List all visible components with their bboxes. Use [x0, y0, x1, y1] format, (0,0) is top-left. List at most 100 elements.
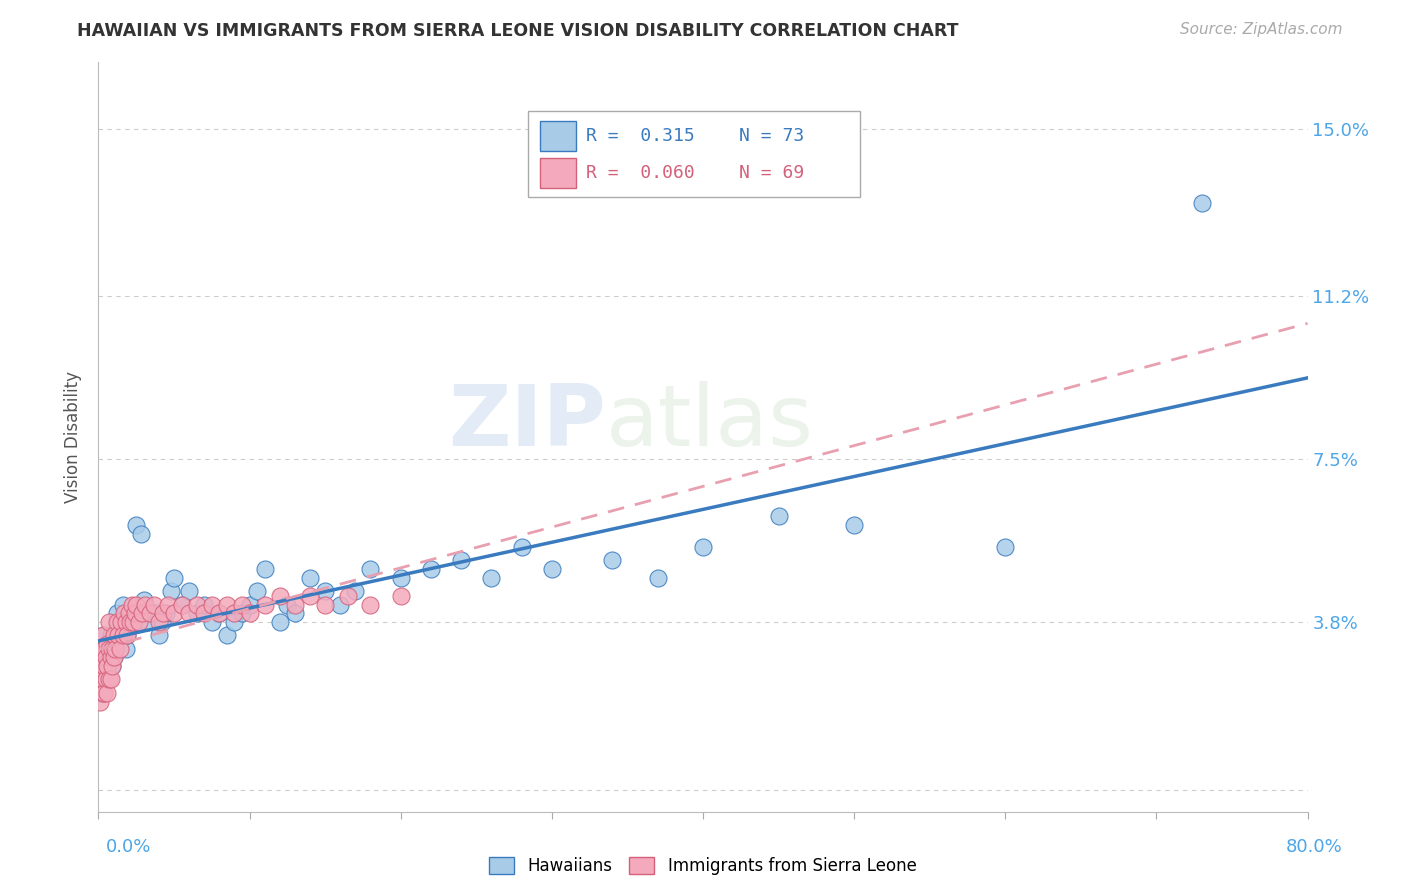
Bar [540, 121, 576, 151]
Point [100, 673, 122, 687]
Point [148, 628, 170, 642]
Point [481, 571, 503, 585]
Point [100, 650, 122, 665]
Point [111, 628, 134, 642]
Point [101, 641, 124, 656]
Point [143, 598, 166, 612]
Point [110, 615, 132, 630]
Point [148, 615, 170, 630]
Point [108, 641, 131, 656]
Point [128, 615, 150, 630]
Point [360, 598, 382, 612]
Point [107, 615, 129, 630]
Point [101, 659, 124, 673]
Point [129, 527, 152, 541]
Point [420, 562, 443, 576]
Point [510, 541, 533, 555]
Point [90, 650, 112, 665]
Point [94, 673, 117, 687]
Point [224, 615, 246, 630]
Point [111, 598, 134, 612]
Point [284, 607, 307, 621]
Text: ZIP: ZIP [449, 381, 606, 464]
Point [253, 598, 276, 612]
Point [201, 598, 224, 612]
Text: R =  0.060: R = 0.060 [586, 164, 695, 182]
Point [141, 607, 163, 621]
Point [89, 641, 111, 656]
Point [90, 659, 112, 673]
Point [145, 607, 167, 621]
Point [115, 628, 138, 642]
Text: HAWAIIAN VS IMMIGRANTS FROM SIERRA LEONE VISION DISABILITY CORRELATION CHART: HAWAIIAN VS IMMIGRANTS FROM SIERRA LEONE… [77, 22, 959, 40]
Point [389, 589, 412, 603]
Point [107, 628, 129, 642]
Point [994, 541, 1017, 555]
Point [132, 593, 155, 607]
Point [101, 659, 124, 673]
Point [215, 628, 238, 642]
Point [100, 650, 122, 665]
Point [1191, 196, 1213, 211]
Point [208, 607, 231, 621]
Point [98, 673, 121, 687]
Point [103, 628, 125, 642]
Point [96, 686, 118, 700]
Point [314, 584, 336, 599]
Point [193, 607, 215, 621]
Point [253, 562, 276, 576]
Point [93, 659, 115, 673]
Point [90, 659, 112, 673]
Point [336, 589, 359, 603]
Point [540, 562, 562, 576]
Point [170, 598, 193, 612]
Point [344, 584, 367, 599]
Point [121, 598, 143, 612]
Point [89, 686, 111, 700]
Point [134, 598, 156, 612]
Point [284, 598, 307, 612]
Point [231, 607, 253, 621]
Point [201, 615, 224, 630]
Point [239, 598, 262, 612]
Point [94, 650, 117, 665]
Point [103, 650, 125, 665]
Text: N = 73: N = 73 [740, 127, 804, 145]
Y-axis label: Vision Disability: Vision Disability [65, 371, 83, 503]
Point [100, 628, 122, 642]
Point [89, 673, 111, 687]
Point [389, 571, 412, 585]
Point [193, 598, 215, 612]
Point [186, 607, 208, 621]
Point [93, 686, 115, 700]
Point [139, 607, 162, 621]
Point [768, 509, 790, 524]
Legend: Hawaiians, Immigrants from Sierra Leone: Hawaiians, Immigrants from Sierra Leone [481, 849, 925, 884]
Point [101, 641, 124, 656]
Point [96, 637, 118, 651]
Point [110, 615, 132, 630]
Point [104, 628, 127, 642]
Point [112, 607, 135, 621]
Bar [540, 159, 576, 188]
Point [114, 641, 136, 656]
Point [155, 607, 177, 621]
Point [118, 607, 141, 621]
Point [96, 637, 118, 651]
Point [179, 607, 201, 621]
Point [91, 641, 114, 656]
Point [90, 673, 112, 687]
Point [647, 571, 669, 585]
Point [131, 607, 153, 621]
Point [91, 686, 114, 700]
Point [118, 615, 141, 630]
Point [208, 607, 231, 621]
Text: 80.0%: 80.0% [1286, 838, 1343, 855]
Point [90, 641, 112, 656]
Point [115, 628, 138, 642]
Point [93, 641, 115, 656]
Text: R =  0.315: R = 0.315 [586, 127, 695, 145]
Point [94, 650, 117, 665]
Point [160, 584, 183, 599]
Point [299, 589, 322, 603]
